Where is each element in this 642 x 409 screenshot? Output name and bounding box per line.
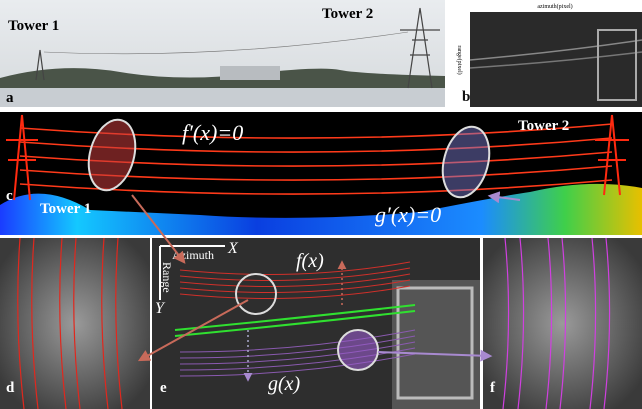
panel-label: c <box>6 188 13 204</box>
axis-title: azimuth(pixel) <box>537 3 572 10</box>
annotation: f(x) <box>296 250 324 272</box>
annotation: g(x) <box>268 373 301 395</box>
panel-b: azimuth(pixel) range(pixel) b <box>447 0 642 107</box>
annotation: f′(x)=0 <box>182 120 243 145</box>
panel-label: e <box>160 380 167 396</box>
panel-c: f′(x)=0 g′(x)=0 Tower 2 Tower 1 c <box>0 112 642 235</box>
figure: Tower 1 Tower 2 a azimuth(pixel) range(p… <box>0 0 642 409</box>
panel-d: d <box>0 238 150 409</box>
tower-label: Tower 2 <box>518 118 569 134</box>
panel-label: a <box>6 90 14 106</box>
axis-title: range(pixel) <box>456 45 463 74</box>
tower-label: Tower 2 <box>322 6 373 22</box>
panel-label: d <box>6 380 15 396</box>
tower-label: Tower 1 <box>8 18 59 34</box>
panel-a: Tower 1 Tower 2 a <box>0 0 445 107</box>
panel-e: Azimuth X Range Y f(x) g(x) e <box>152 238 480 409</box>
axis-label: X <box>227 240 239 257</box>
axis-label: Range <box>160 262 174 293</box>
tower-label: Tower 1 <box>40 201 91 217</box>
annotation: g′(x)=0 <box>375 202 441 227</box>
panel-label: b <box>462 89 470 105</box>
panel-f: f <box>483 238 642 409</box>
